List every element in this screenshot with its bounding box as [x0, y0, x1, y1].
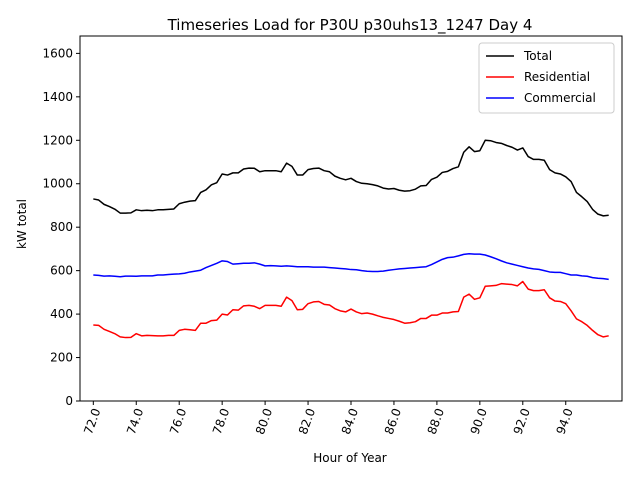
y-tick-label: 200	[50, 351, 73, 365]
chart-title: Timeseries Load for P30U p30uhs13_1247 D…	[167, 16, 533, 35]
legend-label-commercial: Commercial	[524, 91, 596, 105]
y-tick-label: 0	[65, 394, 73, 408]
y-tick-label: 600	[50, 264, 73, 278]
legend: Total Residential Commercial	[478, 42, 615, 114]
series-line-total	[93, 139, 609, 217]
series-line-residential	[93, 280, 609, 339]
y-tick-label: 800	[50, 220, 73, 234]
y-tick-label: 1400	[42, 90, 73, 104]
y-tick-label: 1600	[42, 46, 73, 60]
y-axis-title: kW total	[15, 199, 29, 249]
legend-label-total: Total	[523, 49, 552, 63]
series-line-commercial	[93, 252, 609, 281]
y-tick-label: 1200	[42, 133, 73, 147]
y-tick-label: 1000	[42, 177, 73, 191]
legend-label-residential: Residential	[524, 70, 590, 84]
y-tick-label: 400	[50, 307, 73, 321]
legend-box	[478, 42, 615, 114]
x-axis-title: Hour of Year	[313, 451, 387, 465]
